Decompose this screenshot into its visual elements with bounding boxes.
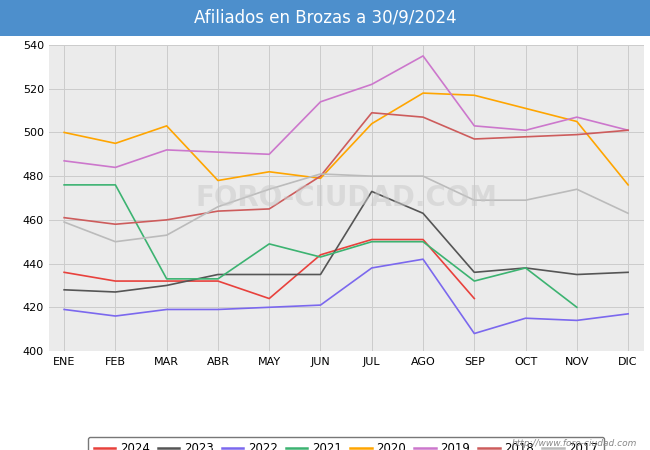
Legend: 2024, 2023, 2022, 2021, 2020, 2019, 2018, 2017: 2024, 2023, 2022, 2021, 2020, 2019, 2018… xyxy=(88,436,604,450)
Text: FORO-CIUDAD.COM: FORO-CIUDAD.COM xyxy=(195,184,497,212)
Text: Afiliados en Brozas a 30/9/2024: Afiliados en Brozas a 30/9/2024 xyxy=(194,9,456,27)
Text: http://www.foro-ciudad.com: http://www.foro-ciudad.com xyxy=(512,439,637,448)
